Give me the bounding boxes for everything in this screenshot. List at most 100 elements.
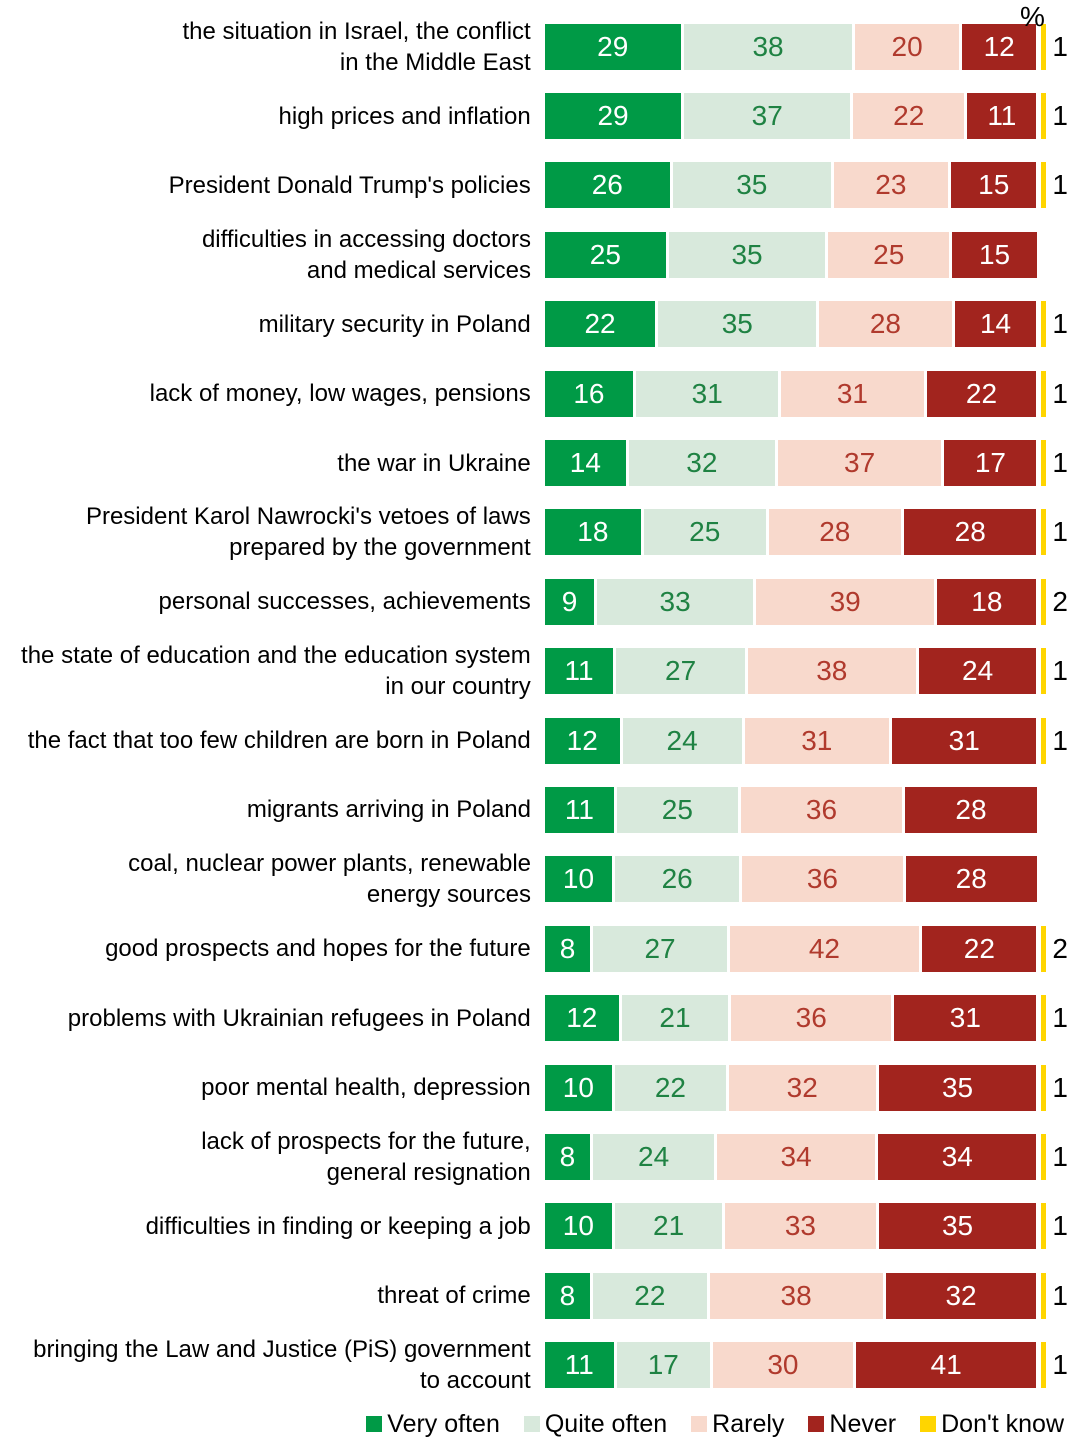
- segment-value: 15: [978, 169, 1010, 201]
- segment-value: 26: [661, 863, 693, 895]
- segment-value: 35: [731, 238, 763, 270]
- dont-know-value: 1: [1052, 1071, 1068, 1103]
- bar-segment: 33: [725, 1203, 876, 1250]
- bar-segment: 42: [729, 925, 920, 972]
- dont-know-sliver: [1041, 1064, 1047, 1111]
- dont-know-sliver: [1041, 995, 1047, 1042]
- bar-segment: 10: [544, 1064, 613, 1111]
- segment-value: 22: [963, 932, 995, 964]
- bar-segment: 31: [636, 370, 779, 417]
- bar-segment: 31: [781, 370, 924, 417]
- segment-value: 25: [873, 238, 905, 270]
- segment-value: 24: [666, 724, 698, 756]
- segment-value: 8: [559, 1140, 576, 1172]
- dont-know-sliver: [1041, 370, 1047, 417]
- category-label: the war in Ukraine: [337, 449, 531, 477]
- segment-value: 12: [566, 1002, 598, 1034]
- bar-segment: 27: [616, 648, 745, 695]
- segment-value: 31: [691, 377, 723, 409]
- bar-segment: 14: [954, 301, 1037, 348]
- bar-segment: 18: [544, 509, 641, 556]
- segment-value: 22: [965, 377, 998, 409]
- segment-value: 30: [767, 1349, 799, 1381]
- bar-segment: 14: [544, 440, 626, 487]
- stacked-bar: 9 33 39 18: [544, 578, 1037, 625]
- chart-row: problems with Ukrainian refugees in Pola…: [0, 983, 1068, 1052]
- category-label: the state of education and the education…: [21, 642, 531, 701]
- segment-value: 18: [577, 516, 609, 548]
- bar-segment: 38: [709, 1272, 883, 1319]
- dont-know-sliver: [1041, 1342, 1047, 1389]
- bar-segment: 16: [544, 370, 634, 417]
- bar-segment: 31: [892, 717, 1037, 764]
- bar-segment: 8: [544, 1272, 591, 1319]
- bar-segment: 12: [544, 717, 620, 764]
- bar-segment: 31: [894, 995, 1037, 1042]
- bar-segment: 28: [904, 786, 1037, 833]
- segment-value: 24: [638, 1140, 670, 1172]
- category-label: migrants arriving in Poland: [246, 796, 531, 824]
- dont-know-value: 1: [1052, 377, 1068, 409]
- chart-row: lack of prospects for the future, genera…: [0, 1122, 1068, 1191]
- segment-value: 11: [564, 793, 594, 825]
- bar-segment: 37: [777, 440, 942, 487]
- segment-value: 28: [955, 863, 987, 895]
- segment-value: 12: [566, 724, 598, 756]
- chart-row: difficulties in accessing doctors and me…: [0, 220, 1068, 289]
- segment-value: 15: [978, 238, 1011, 270]
- bar-segment: 12: [961, 23, 1037, 70]
- bar-segment: 41: [856, 1342, 1037, 1389]
- segment-value: 31: [836, 377, 868, 409]
- chart-row: coal, nuclear power plants, renewable en…: [0, 845, 1068, 914]
- bar-segment: 39: [755, 578, 935, 625]
- bar-segment: 11: [544, 1342, 614, 1389]
- segment-value: 27: [665, 655, 697, 687]
- bar-segment: 25: [545, 231, 666, 278]
- legend: Very often Quite often Rarely Never Don't kn…: [0, 1410, 1068, 1439]
- legend-swatch: [366, 1416, 383, 1433]
- segment-value: 11: [987, 100, 1017, 132]
- bar-segment: 25: [828, 231, 950, 278]
- bar-segment: 22: [922, 925, 1037, 972]
- dont-know-sliver: [1041, 925, 1047, 972]
- stacked-bar: 18 25 28 28: [544, 509, 1037, 556]
- legend-swatch: [808, 1416, 825, 1433]
- dont-know-value: 2: [1052, 585, 1068, 617]
- segment-value: 36: [795, 1002, 827, 1034]
- chart-row: lack of money, low wages, pensions 16 31 31…: [0, 359, 1068, 428]
- bar-segment: 37: [684, 93, 851, 140]
- segment-value: 8: [559, 932, 576, 964]
- bar-segment: 11: [544, 648, 614, 695]
- stacked-bar: 26 35 23 15: [544, 162, 1037, 209]
- bar-segment: 28: [905, 856, 1037, 903]
- category-label: the situation in Israel, the conflict in…: [182, 17, 531, 76]
- dont-know-value: 1: [1052, 516, 1068, 548]
- segment-value: 37: [751, 100, 783, 132]
- bar-segment: 11: [545, 786, 614, 833]
- segment-value: 39: [829, 585, 861, 617]
- segment-value: 28: [955, 793, 987, 825]
- stacked-bar: 11 27 38 24: [544, 648, 1037, 695]
- chart-row: the state of education and the education…: [0, 637, 1068, 706]
- bar-segment: 32: [629, 440, 775, 487]
- segment-value: 12: [983, 30, 1015, 62]
- category-label: poor mental health, depression: [201, 1074, 531, 1102]
- dont-know-sliver: [1041, 1272, 1047, 1319]
- dont-know-sliver: [1041, 578, 1047, 625]
- segment-value: 29: [597, 30, 629, 62]
- segment-value: 25: [661, 793, 693, 825]
- dont-know-value: 1: [1052, 655, 1068, 687]
- bar-segment: 18: [937, 578, 1037, 625]
- category-label: bringing the Law and Justice (PiS) gover…: [33, 1336, 531, 1395]
- segment-value: 8: [559, 1279, 576, 1311]
- category-label: the fact that too few children are born …: [27, 727, 531, 755]
- dont-know-value: 1: [1052, 724, 1068, 756]
- dont-know-sliver: [1041, 1133, 1047, 1180]
- bar-segment: 38: [747, 648, 916, 695]
- segment-value: 34: [941, 1140, 973, 1172]
- bar-segment: 35: [658, 301, 817, 348]
- legend-item: Never: [808, 1410, 896, 1439]
- bar-segment: 29: [544, 93, 682, 140]
- segment-value: 33: [659, 585, 691, 617]
- segment-value: 28: [869, 308, 901, 340]
